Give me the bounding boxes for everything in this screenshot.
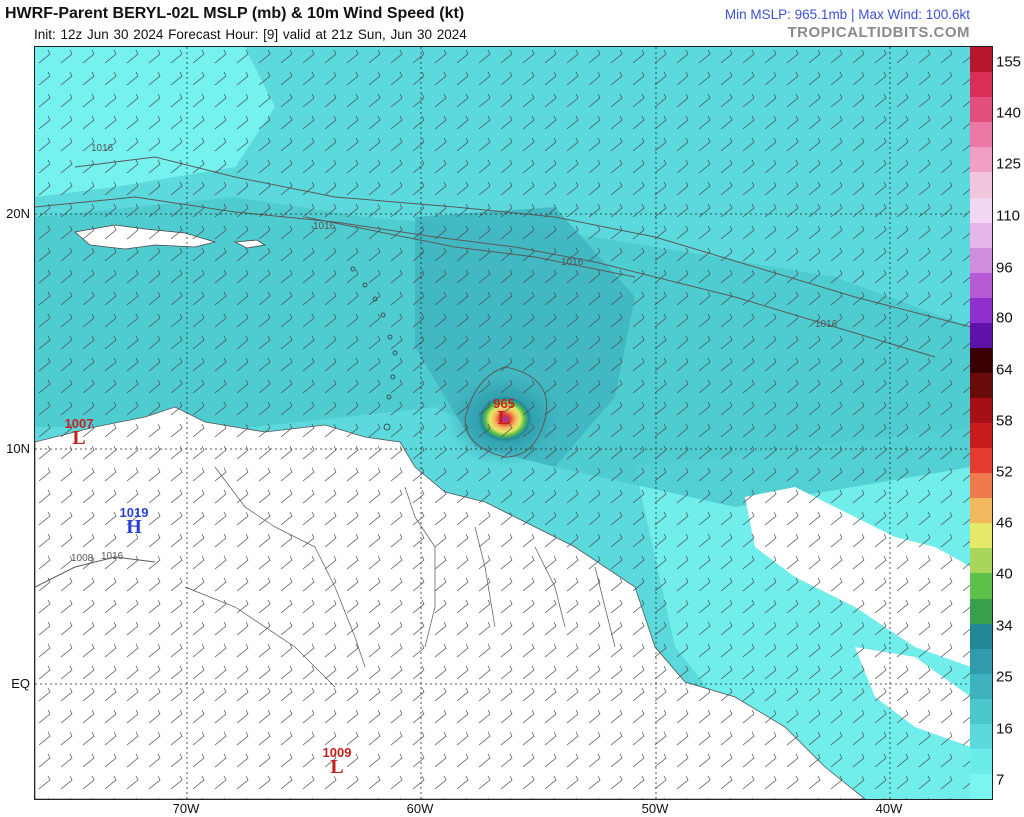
lon-label-50w: 50W [641,801,669,816]
storm-stats: Min MSLP: 965.1mb | Max Wind: 100.6kt [724,7,970,22]
colorbar-label: 140 [996,104,1022,122]
isobar-label: 1016 [101,551,124,562]
colorbar-segment [970,598,992,624]
colorbar-segment [970,698,992,724]
wind-barbs-field [35,47,971,799]
map-panel: 1016 1016 1016 1016 1016 1008 [34,46,972,800]
colorbar-label: 52 [996,463,1013,481]
colorbar-segment [970,347,992,373]
lat-label-20n: 20N [6,206,30,221]
colorbar-segment [970,147,992,173]
pressure-value: 1007 [64,416,94,431]
lat-label-eq: EQ [11,676,30,691]
colorbar-segment [970,222,992,248]
colorbar-label: 7 [996,771,1005,789]
lon-label-60w: 60W [406,801,434,816]
colorbar-segment [970,623,992,649]
colorbar-segment [970,673,992,699]
colorbar-segment [970,297,992,323]
isobar-label: 1008 [71,553,94,564]
colorbar-label: 80 [996,309,1013,327]
colorbar-label: 110 [996,207,1020,225]
colorbar-segment [970,398,992,424]
colorbar-segment [970,548,992,574]
colorbar-segment [970,322,992,348]
colorbar-segment [970,247,992,273]
lat-label-10n: 10N [6,441,30,456]
colorbar-segment [970,97,992,123]
colorbar-label: 46 [996,514,1013,532]
pressure-letter: L [497,407,511,429]
lon-label-40w: 40W [875,801,903,816]
colorbar-segment [970,448,992,474]
colorbar-segment [970,423,992,449]
colorbar-segment [970,72,992,98]
colorbar-label: 64 [996,361,1013,379]
isobar-label: 1016 [561,257,584,268]
colorbar-segment [970,473,992,499]
colorbar-label: 40 [996,565,1013,583]
colorbar-segment [970,748,992,774]
hurricane-center-marker: 965 L [493,396,515,430]
colorbar-segment [970,372,992,398]
brand-watermark: TROPICALTIDBITS.COM [787,24,970,41]
isobar-label: 1016 [313,221,336,232]
map-canvas [35,47,971,799]
map-title: HWRF-Parent BERYL-02L MSLP (mb) & 10m Wi… [5,5,465,22]
colorbar-label: 16 [996,720,1013,738]
pressure-value: 1009 [322,745,352,760]
colorbar-segment [970,648,992,674]
colorbar-label: 25 [996,668,1013,686]
colorbar-label: 58 [996,412,1013,430]
map-subtitle: Init: 12z Jun 30 2024 Forecast Hour: [9]… [34,27,467,42]
pressure-letter: H [126,516,142,538]
colorbar-label: 125 [996,155,1022,173]
colorbar-label: 155 [996,53,1022,71]
colorbar-segment [970,272,992,298]
colorbar-segment [970,197,992,223]
pressure-letter: L [72,427,86,449]
colorbar-segment [970,498,992,524]
lon-label-70w: 70W [172,801,200,816]
colorbar-label: 96 [996,259,1013,277]
colorbar-segment [970,172,992,198]
colorbar-segment [970,122,992,148]
high-pressure-marker: 1019 H [120,505,149,539]
colorbar-segment [970,723,992,749]
isobar-label: 1016 [91,143,114,154]
pressure-letter: L [330,756,344,778]
pressure-value: 965 [493,396,515,411]
low-pressure-marker: 1009 L [323,745,352,779]
wind-speed-colorbar [970,46,993,800]
low-pressure-marker: 1007 L [65,416,94,450]
colorbar-segment [970,523,992,549]
isobar-label: 1016 [815,319,838,330]
colorbar-segment [970,47,992,73]
colorbar-label: 34 [996,617,1013,635]
colorbar-segment [970,773,992,799]
pressure-value: 1019 [119,505,149,520]
colorbar-segment [970,573,992,599]
